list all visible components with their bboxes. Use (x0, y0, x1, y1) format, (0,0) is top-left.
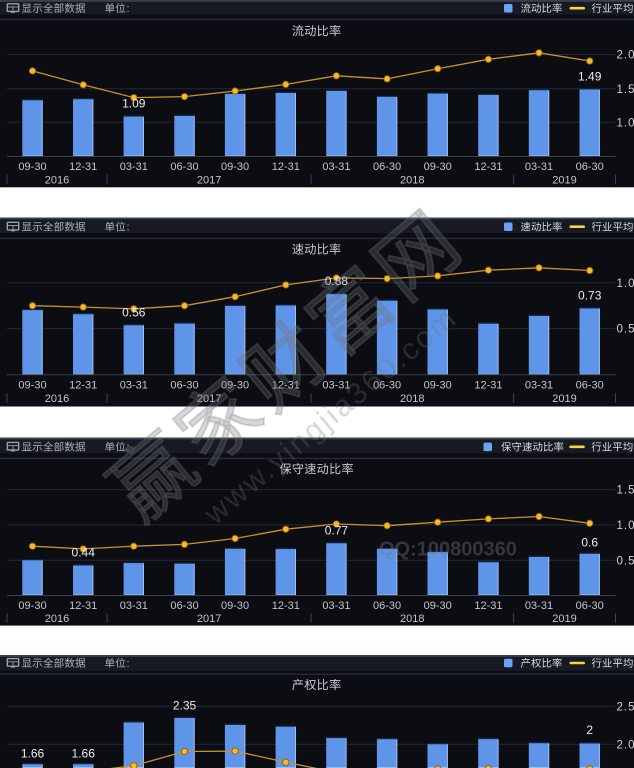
svg-text:06-30: 06-30 (576, 379, 604, 391)
svg-text:09-30: 09-30 (424, 600, 452, 612)
svg-text:2017: 2017 (197, 613, 221, 625)
svg-text:0.5: 0.5 (617, 555, 634, 567)
svg-text:09-30: 09-30 (424, 379, 452, 391)
svg-text:06-30: 06-30 (373, 379, 401, 391)
svg-text:2017: 2017 (197, 174, 221, 186)
svg-text:2.5: 2.5 (617, 701, 634, 713)
svg-text:03-31: 03-31 (525, 600, 553, 612)
svg-text:06-30: 06-30 (373, 600, 401, 612)
svg-text:06-30: 06-30 (576, 600, 604, 612)
svg-text:03-31: 03-31 (322, 379, 350, 391)
svg-text:2.35: 2.35 (173, 699, 197, 713)
svg-text:03-31: 03-31 (120, 600, 148, 612)
svg-text:03-31: 03-31 (322, 600, 350, 612)
svg-text:12-31: 12-31 (272, 600, 300, 612)
svg-text:03-31: 03-31 (525, 379, 553, 391)
svg-text:1.0: 1.0 (617, 520, 634, 532)
svg-text::: : (127, 3, 130, 15)
svg-text:1.66: 1.66 (21, 746, 45, 760)
svg-text:1.5: 1.5 (617, 485, 634, 497)
svg-text::: : (127, 658, 130, 670)
svg-text:03-31: 03-31 (120, 161, 148, 173)
svg-text:0.73: 0.73 (578, 289, 602, 303)
svg-text:09-30: 09-30 (424, 161, 452, 173)
svg-text:12-31: 12-31 (474, 379, 502, 391)
svg-text:0.6: 0.6 (581, 536, 598, 550)
svg-text:03-31: 03-31 (120, 379, 148, 391)
svg-text:0.77: 0.77 (325, 523, 349, 537)
svg-text:06-30: 06-30 (170, 600, 198, 612)
svg-text:2.0: 2.0 (617, 50, 634, 62)
svg-text::: : (127, 222, 130, 234)
svg-text:2016: 2016 (45, 393, 69, 405)
svg-text:2016: 2016 (45, 613, 69, 625)
svg-text:03-31: 03-31 (525, 161, 553, 173)
svg-text:09-30: 09-30 (18, 379, 46, 391)
svg-text:09-30: 09-30 (221, 600, 249, 612)
svg-text:2018: 2018 (400, 174, 424, 186)
svg-text:1.0: 1.0 (617, 278, 634, 290)
svg-text:QQ:100800360: QQ:100800360 (379, 539, 517, 561)
svg-text:0.56: 0.56 (122, 305, 146, 319)
svg-text:2.0: 2.0 (617, 739, 634, 751)
svg-text:2019: 2019 (552, 174, 576, 186)
svg-text:12-31: 12-31 (69, 161, 97, 173)
svg-text:2: 2 (586, 723, 593, 737)
svg-text:2019: 2019 (552, 393, 576, 405)
svg-text:09-30: 09-30 (18, 600, 46, 612)
svg-text:06-30: 06-30 (576, 161, 604, 173)
svg-text:2019: 2019 (552, 613, 576, 625)
svg-text:1.66: 1.66 (72, 746, 96, 760)
svg-text:06-30: 06-30 (170, 161, 198, 173)
svg-text:1.49: 1.49 (578, 70, 602, 84)
svg-text:12-31: 12-31 (474, 600, 502, 612)
svg-text:06-30: 06-30 (373, 161, 401, 173)
svg-text:2018: 2018 (400, 393, 424, 405)
svg-text:0.5: 0.5 (617, 324, 634, 336)
svg-text:03-31: 03-31 (322, 161, 350, 173)
svg-text:2018: 2018 (400, 613, 424, 625)
svg-text:12-31: 12-31 (69, 600, 97, 612)
svg-text:09-30: 09-30 (18, 161, 46, 173)
svg-text:06-30: 06-30 (170, 379, 198, 391)
svg-text:1.0: 1.0 (617, 117, 634, 129)
svg-text:12-31: 12-31 (69, 379, 97, 391)
svg-text:12-31: 12-31 (272, 161, 300, 173)
svg-text:1.5: 1.5 (617, 84, 634, 96)
svg-text:2016: 2016 (45, 174, 69, 186)
svg-text:0.44: 0.44 (72, 546, 96, 560)
svg-text:09-30: 09-30 (221, 161, 249, 173)
svg-text:12-31: 12-31 (474, 161, 502, 173)
svg-text:1.09: 1.09 (122, 97, 146, 111)
